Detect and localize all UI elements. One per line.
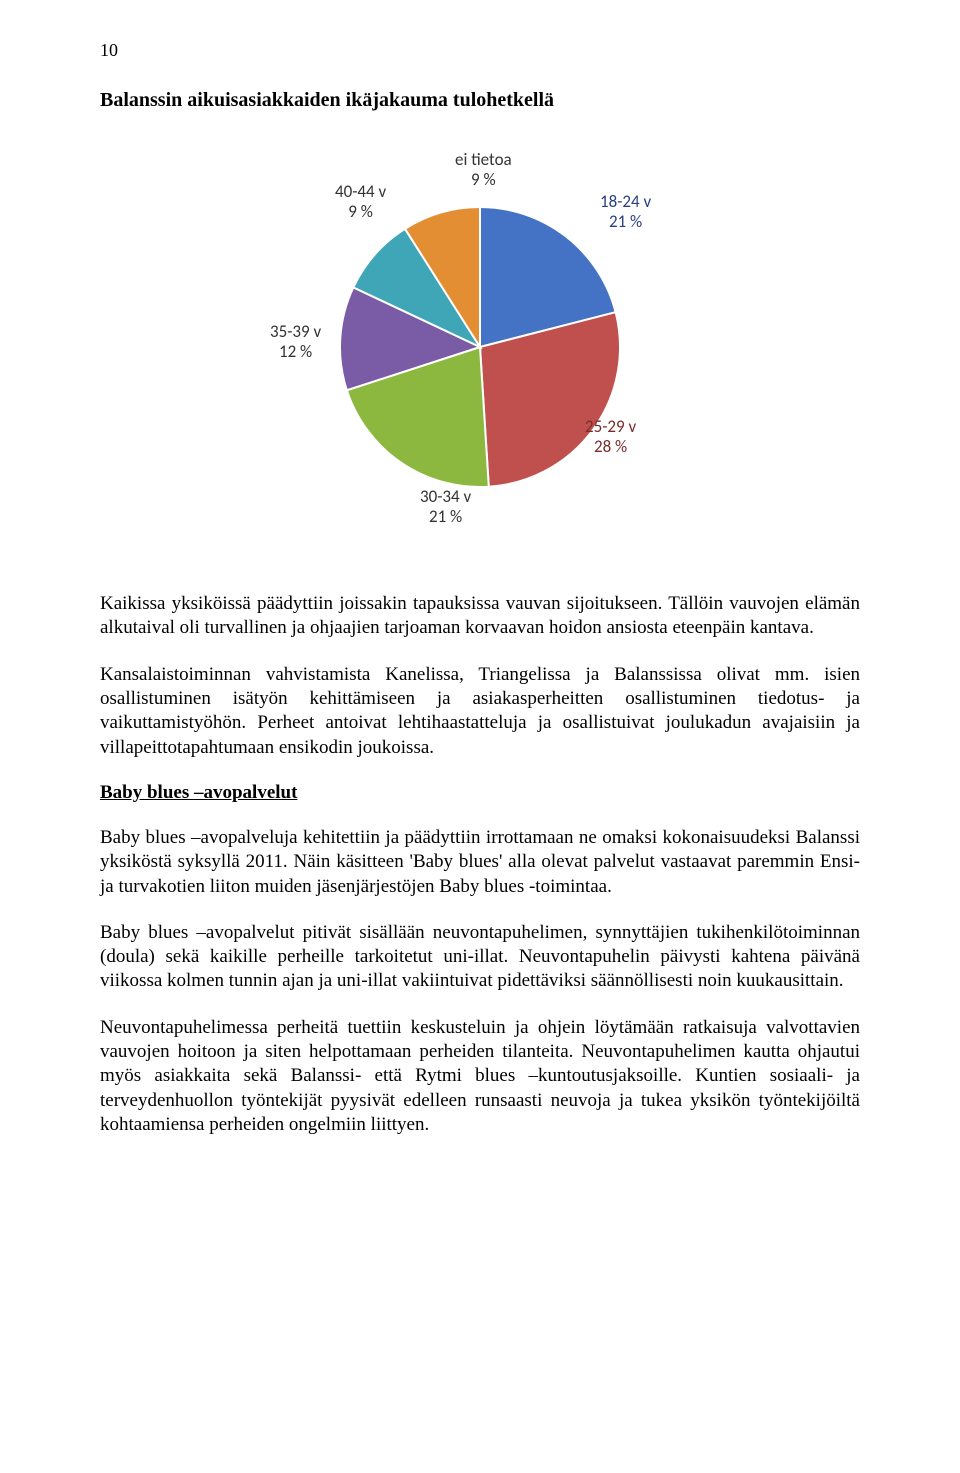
pie-slice-label: 25-29 v28 % bbox=[585, 417, 636, 456]
body-paragraph: Kansalaistoiminnan vahvistamista Kanelis… bbox=[100, 663, 860, 760]
pie-slice-label: 40-44 v9 % bbox=[335, 182, 386, 221]
pie-svg bbox=[340, 207, 620, 487]
section-heading: Baby blues –avopalvelut bbox=[100, 782, 860, 804]
chart-title: Balanssin aikuisasiakkaiden ikäjakauma t… bbox=[100, 89, 860, 112]
document-page: 10 Balanssin aikuisasiakkaiden ikäjakaum… bbox=[0, 0, 960, 1219]
body-paragraph: Kaikissa yksiköissä päädyttiin joissakin… bbox=[100, 592, 860, 641]
pie-slice-label: 30-34 v21 % bbox=[420, 487, 471, 526]
body-paragraph: Neuvontapuhelimessa perheitä tuettiin ke… bbox=[100, 1016, 860, 1138]
page-number: 10 bbox=[100, 40, 860, 61]
body-paragraph: Baby blues –avopalvelut pitivät sisällää… bbox=[100, 921, 860, 994]
pie-slice-label: ei tietoa9 % bbox=[455, 150, 512, 189]
pie-slice-label: 18-24 v21 % bbox=[600, 192, 651, 231]
body-paragraph: Baby blues –avopalveluja kehitettiin ja … bbox=[100, 826, 860, 899]
pie-chart: 18-24 v21 % 25-29 v28 % 30-34 v21 % 35-39 v… bbox=[230, 132, 730, 552]
pie-slice-label: 35-39 v12 % bbox=[270, 322, 321, 361]
